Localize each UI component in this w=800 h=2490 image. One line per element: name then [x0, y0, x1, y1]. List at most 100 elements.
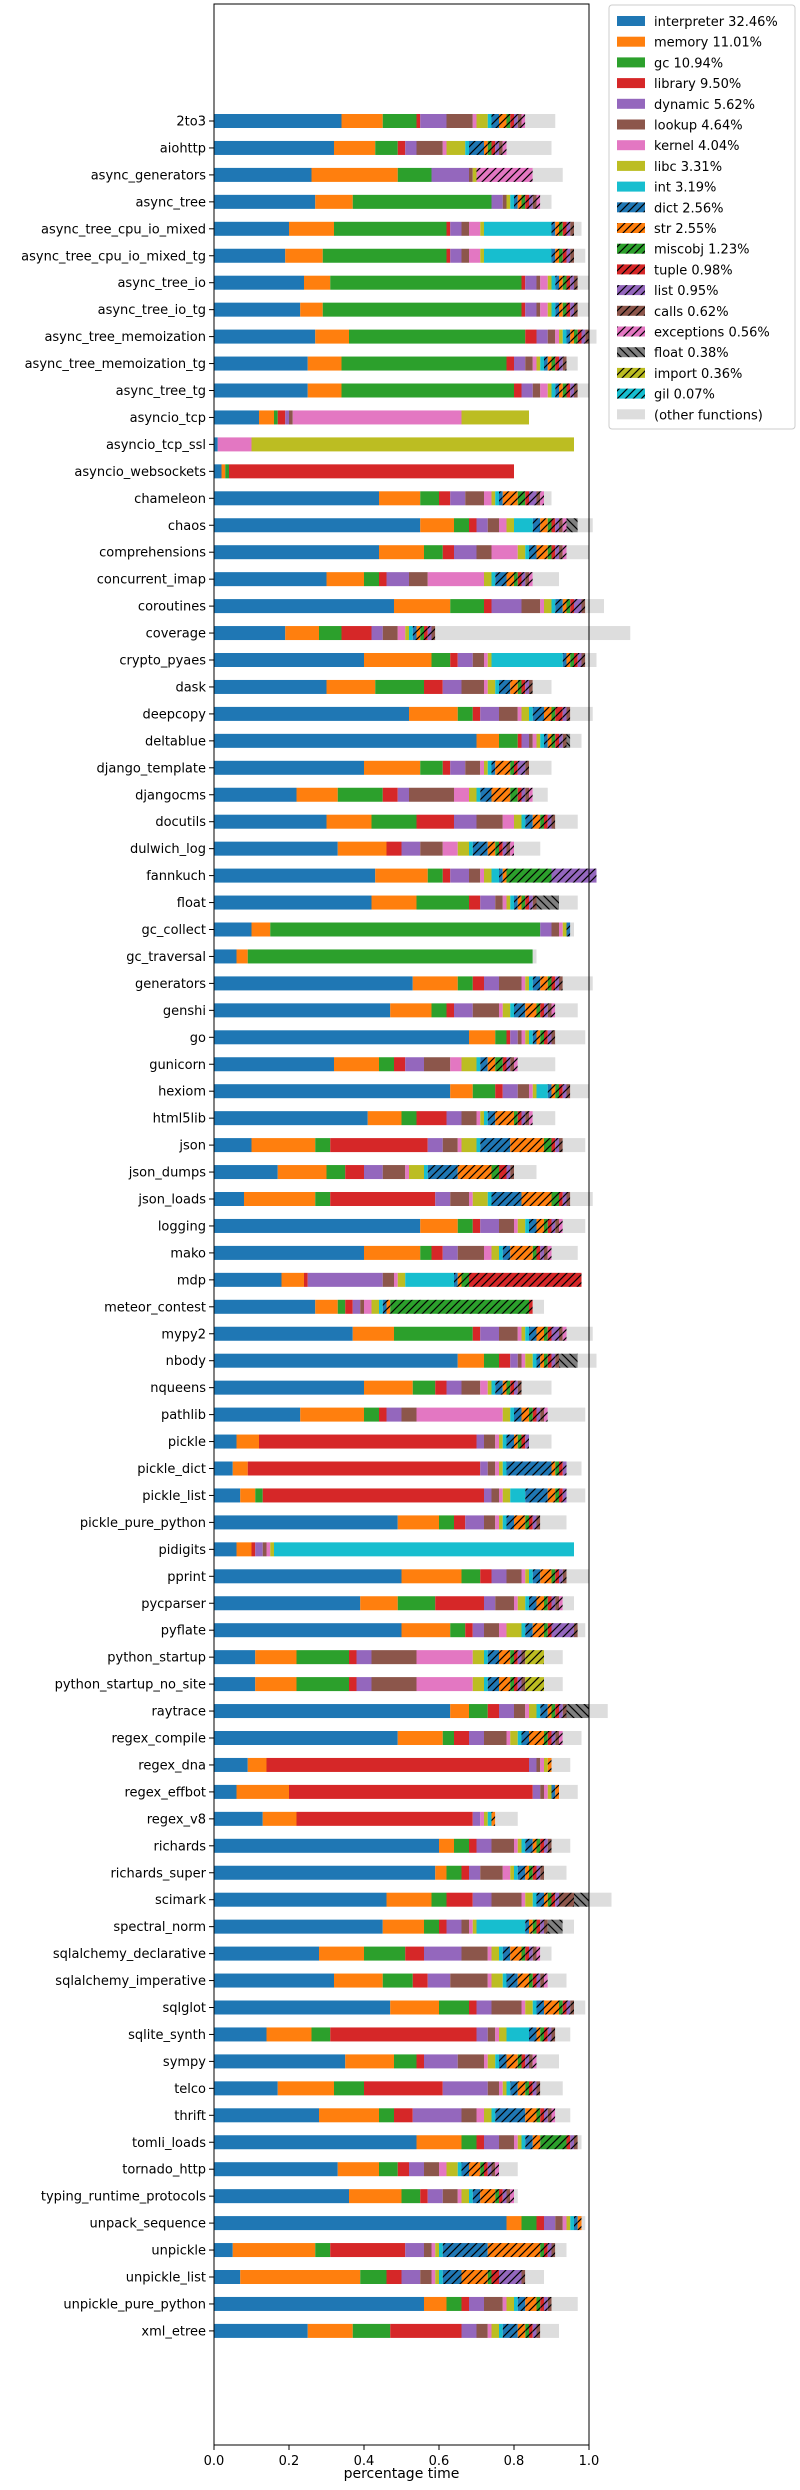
bar-segment — [525, 787, 529, 802]
bar-segment — [570, 653, 574, 667]
bar-segment — [521, 1623, 526, 1638]
bar-segment — [551, 1623, 574, 1638]
bar-segment — [424, 1165, 428, 1180]
bar-segment — [555, 733, 559, 748]
bar-segment — [540, 2323, 559, 2338]
bar-segment — [382, 1165, 406, 1180]
bar-segment — [555, 1218, 559, 1233]
bar-segment — [547, 383, 552, 398]
bar-segment — [499, 1515, 503, 1530]
y-tick-label: deepcopy — [142, 707, 206, 722]
bar-segment — [214, 1272, 282, 1287]
bar-segment — [506, 1515, 514, 1530]
bar-segment — [364, 1407, 379, 1422]
bar-segment — [480, 221, 484, 236]
bar-segment — [525, 2000, 533, 2015]
bar-segment — [401, 841, 421, 856]
bar-segment — [461, 1138, 477, 1153]
bar-segment — [214, 1488, 241, 1503]
bar-segment — [566, 1488, 586, 1503]
bar-segment — [446, 1111, 462, 1126]
bar-segment — [499, 2189, 503, 2204]
bar-segment — [469, 1272, 582, 1287]
bar-segment — [521, 1326, 526, 1341]
bar-segment — [499, 140, 503, 155]
bar-segment — [502, 1434, 507, 1449]
bar-segment — [514, 841, 541, 856]
y-tick-label: sqlalchemy_declarative — [53, 1947, 206, 1962]
bar-segment — [540, 2135, 567, 2150]
bar-segment — [536, 1003, 541, 1018]
bar-segment — [480, 1380, 488, 1395]
bar-segment — [495, 572, 507, 587]
bar-segment — [502, 1488, 511, 1503]
bar-segment — [536, 1973, 541, 1988]
bar-segment — [532, 1569, 541, 1584]
bar-segment — [334, 221, 447, 236]
bar-segment — [487, 841, 496, 856]
bar-segment — [491, 1838, 514, 1853]
bar-segment — [285, 248, 323, 263]
bar-segment — [495, 1811, 518, 1826]
bar-segment — [555, 356, 559, 371]
bar-segment — [570, 706, 593, 721]
bar-segment — [214, 679, 327, 694]
bar-segment — [214, 1218, 421, 1233]
bar-segment — [476, 2000, 492, 2015]
bar-segment — [585, 329, 589, 344]
bar-segment — [499, 1326, 518, 1341]
legend: interpreter 32.46% memory 11.01% gc 10.94%… — [608, 4, 796, 430]
bar-segment — [532, 1111, 556, 1126]
bar-segment — [476, 518, 488, 533]
bar-segment — [562, 1569, 567, 1584]
bar-segment — [424, 626, 428, 641]
bar-segment — [469, 1030, 496, 1045]
bar-segment — [499, 2054, 507, 2069]
bar-segment — [551, 733, 556, 748]
bar-segment — [551, 1138, 556, 1153]
bar-segment — [547, 1623, 552, 1638]
bar-segment — [555, 545, 559, 560]
bar-segment — [461, 679, 484, 694]
legend-swatch — [617, 264, 645, 275]
bar-segment — [517, 1353, 522, 1368]
bar-segment — [540, 976, 548, 991]
bar-segment — [326, 572, 364, 587]
bar-segment — [570, 2000, 574, 2015]
bar-segment — [214, 1299, 316, 1314]
bar-segment — [566, 356, 578, 371]
bar-segment — [529, 1407, 533, 1422]
bar-segment — [574, 2216, 578, 2231]
y-tick-label: pidigits — [159, 1543, 207, 1558]
bar-segment — [416, 2054, 424, 2069]
bar-segment — [214, 1650, 256, 1665]
bar-segment — [544, 706, 552, 721]
bar-segment — [529, 976, 533, 991]
bar-segment — [480, 1057, 488, 1072]
bar-segment — [566, 383, 571, 398]
y-tick-label: crypto_pyaes — [119, 654, 206, 669]
bar-segment — [266, 2027, 312, 2042]
bar-segment — [304, 275, 331, 290]
bar-segment — [454, 787, 469, 802]
bar-segment — [469, 1865, 481, 1880]
bar-segment — [476, 2323, 488, 2338]
legend-swatch — [617, 119, 645, 130]
bar-segment — [577, 275, 589, 290]
bar-segment — [214, 1461, 233, 1476]
bar-segment — [544, 1245, 548, 1260]
bar-segment — [547, 2027, 552, 2042]
bar-segment — [506, 2216, 522, 2231]
bar-segment — [296, 787, 338, 802]
bar-segment — [570, 275, 574, 290]
bar-segment — [517, 1973, 529, 1988]
bar-segment — [446, 1865, 462, 1880]
bar-segment — [247, 1461, 481, 1476]
bar-segment — [480, 787, 492, 802]
bar-segment — [559, 518, 563, 533]
bar-segment — [472, 1892, 492, 1907]
y-tick-label: dask — [175, 680, 206, 695]
bar-segment — [547, 329, 556, 344]
bar-segment — [214, 1084, 451, 1099]
bar-segment — [454, 1272, 458, 1287]
